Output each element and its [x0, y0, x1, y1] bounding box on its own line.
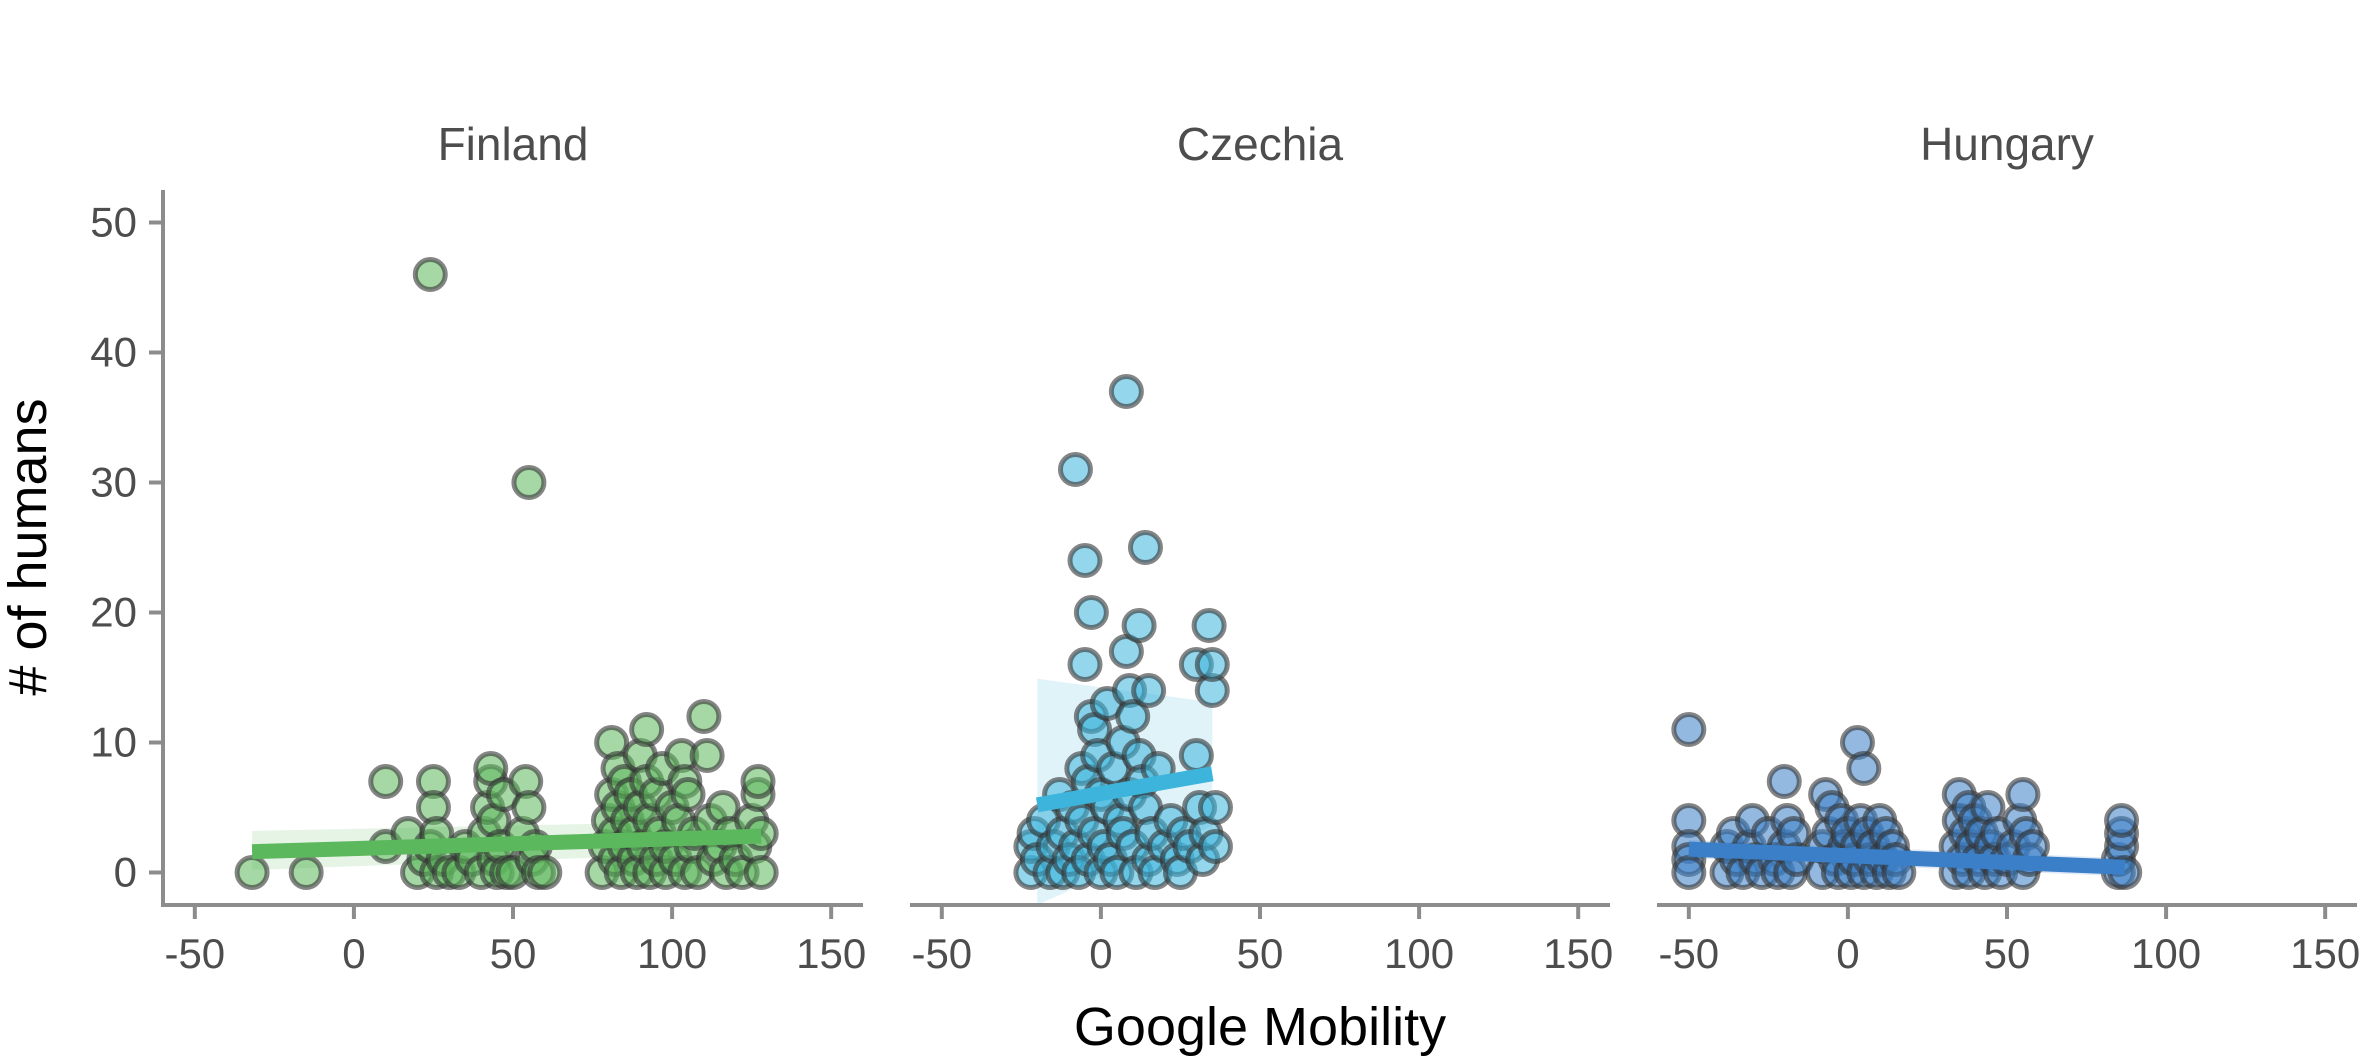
data-point — [629, 712, 665, 747]
x-tick-label: -50 — [911, 930, 972, 977]
data-point — [1067, 543, 1103, 578]
data-point — [1131, 673, 1167, 708]
data-point — [511, 790, 547, 825]
points — [1013, 374, 1233, 890]
x-tick-label: 50 — [1237, 930, 1284, 977]
x-tick-label: 50 — [490, 930, 537, 977]
x-tick-label: 150 — [1543, 930, 1613, 977]
y-ticks: 0 10 20 30 40 50 — [90, 199, 163, 896]
data-point — [1194, 647, 1230, 682]
trend-line — [1035, 766, 1214, 813]
data-point — [1057, 452, 1093, 487]
y-tick-label: 40 — [90, 329, 137, 376]
x-tick-label: 100 — [637, 930, 707, 977]
y-tick-label: 0 — [114, 849, 137, 896]
x-tick-label: 0 — [1089, 930, 1112, 977]
data-point — [1197, 829, 1233, 864]
x-tick-label: 100 — [1384, 930, 1454, 977]
panel-title: Finland — [438, 118, 589, 170]
data-point — [412, 257, 448, 292]
x-tick-label: 150 — [796, 930, 866, 977]
x-tick-label: 100 — [2131, 930, 2201, 977]
x-tick-label: 0 — [1836, 930, 1859, 977]
data-point — [1671, 712, 1707, 747]
data-point — [527, 855, 563, 890]
panel-finland: Finland -50 0 50 100 150 — [163, 118, 866, 977]
x-tick-label: 0 — [342, 930, 365, 977]
data-point — [1108, 374, 1144, 409]
y-tick-label: 30 — [90, 459, 137, 506]
x-tick-label: 150 — [2290, 930, 2360, 977]
x-axis-title: Google Mobility — [1074, 997, 1446, 1057]
data-point — [689, 738, 725, 773]
data-point — [1073, 595, 1109, 630]
data-point — [1766, 764, 1802, 799]
data-point — [1191, 608, 1227, 643]
y-tick-label: 10 — [90, 719, 137, 766]
y-tick-label: 20 — [90, 589, 137, 636]
data-point — [1115, 699, 1151, 734]
trend-line — [251, 828, 762, 860]
x-tick-label: -50 — [1658, 930, 1719, 977]
data-point — [1121, 608, 1157, 643]
data-point — [234, 855, 270, 890]
data-point — [1067, 647, 1103, 682]
data-point — [288, 855, 324, 890]
y-tick-label: 50 — [90, 199, 137, 246]
trend-line — [1688, 841, 2126, 875]
panel-hungary: Hungary -50 0 50 100 150 — [1657, 118, 2360, 977]
data-point — [2005, 777, 2041, 812]
x-tick-label: 50 — [1984, 930, 2031, 977]
panel-czechia: Czechia -50 0 50 100 150 — [910, 118, 1613, 977]
data-point — [511, 465, 547, 500]
data-point — [1127, 530, 1163, 565]
panel-title: Czechia — [1177, 118, 1344, 170]
data-point — [686, 699, 722, 734]
data-point — [368, 764, 404, 799]
data-point — [1846, 751, 1882, 786]
points — [234, 257, 779, 890]
data-point — [2104, 803, 2140, 838]
data-point — [740, 764, 776, 799]
y-axis: 0 10 20 30 40 50 — [90, 190, 165, 907]
data-point — [743, 855, 779, 890]
data-point — [1671, 855, 1707, 890]
x-tick-label: -50 — [164, 930, 225, 977]
panel-title: Hungary — [1920, 118, 2094, 170]
data-point — [1197, 790, 1233, 825]
data-point — [1178, 738, 1214, 773]
data-point — [670, 777, 706, 812]
y-axis-title: # of humans — [0, 398, 58, 695]
